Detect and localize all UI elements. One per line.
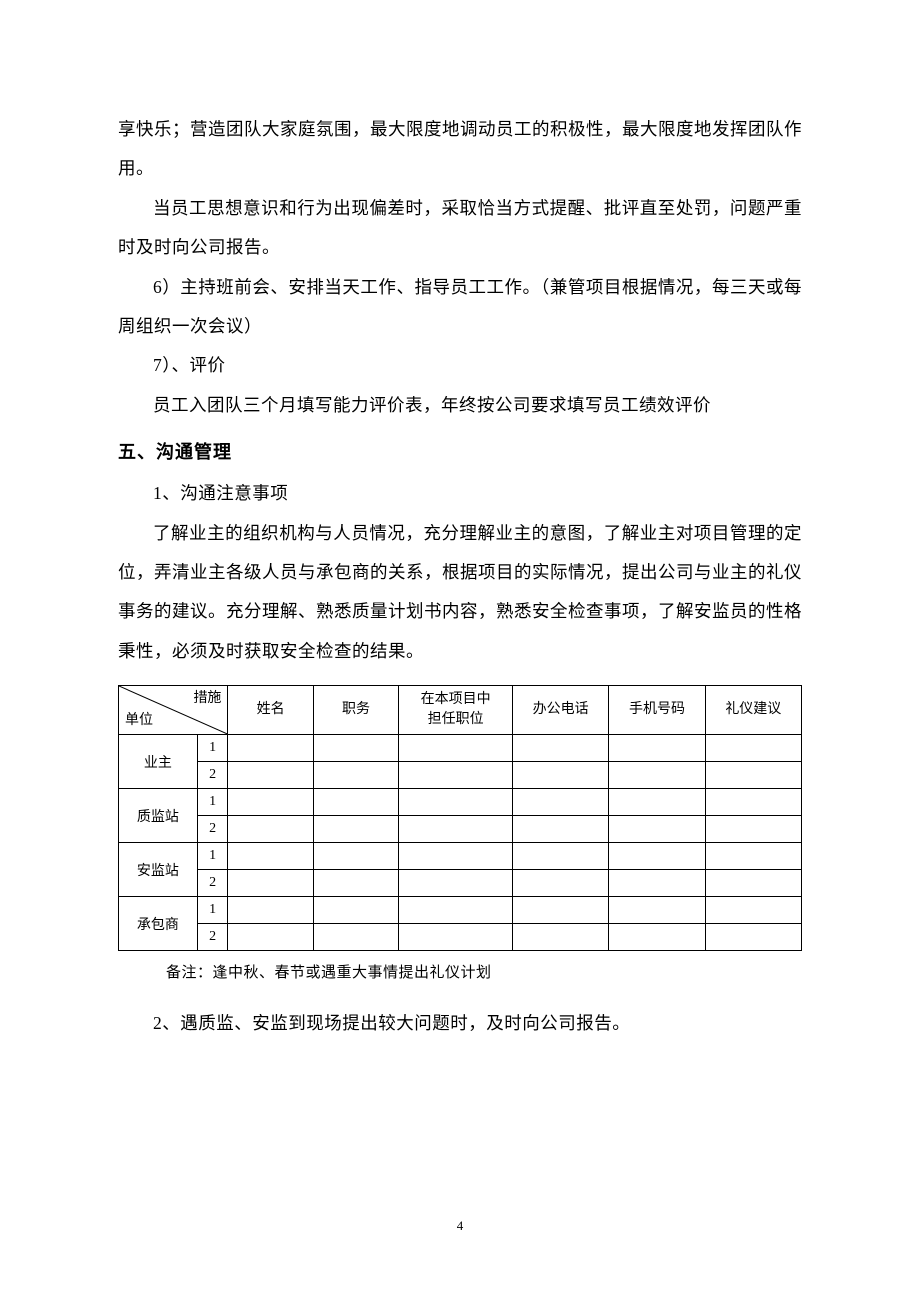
- cell: [705, 735, 801, 762]
- communication-table: 措施 单位 姓名 职务 在本项目中 担任职位 办公电话 手机号码 礼仪建议 业主…: [118, 685, 802, 951]
- table-header-row: 措施 单位 姓名 职务 在本项目中 担任职位 办公电话 手机号码 礼仪建议: [119, 686, 802, 735]
- table-row: 质监站 1: [119, 789, 802, 816]
- col-header-office-phone: 办公电话: [513, 686, 609, 735]
- cell: [313, 816, 398, 843]
- cell: [228, 735, 313, 762]
- cell: [228, 843, 313, 870]
- table-note: 备注：逢中秋、春节或遇重大事情提出礼仪计划: [118, 957, 802, 990]
- cell: [609, 924, 705, 951]
- cell: [228, 762, 313, 789]
- cell: [609, 843, 705, 870]
- paragraph-4: 7）、评价: [118, 346, 802, 385]
- row-index: 2: [197, 816, 228, 843]
- cell: [609, 762, 705, 789]
- cell: [228, 924, 313, 951]
- cell: [228, 816, 313, 843]
- cell: [705, 897, 801, 924]
- paragraph-3: 6）主持班前会、安排当天工作、指导员工工作。（兼管项目根据情况，每三天或每周组织…: [118, 268, 802, 347]
- row-index: 1: [197, 735, 228, 762]
- cell: [705, 789, 801, 816]
- row-index: 1: [197, 897, 228, 924]
- cell: [513, 789, 609, 816]
- cell: [399, 762, 513, 789]
- cell: [399, 870, 513, 897]
- diag-label-bottom: 单位: [125, 711, 153, 731]
- table-row: 安监站 1: [119, 843, 802, 870]
- cell: [609, 870, 705, 897]
- row-index: 2: [197, 924, 228, 951]
- col-header-courtesy: 礼仪建议: [705, 686, 801, 735]
- cell: [399, 924, 513, 951]
- cell: [313, 897, 398, 924]
- cell: [705, 816, 801, 843]
- page-number: 4: [0, 1218, 920, 1234]
- cell: [513, 897, 609, 924]
- cell: [399, 816, 513, 843]
- cell: [609, 789, 705, 816]
- paragraph-5: 员工入团队三个月填写能力评价表，年终按公司要求填写员工绩效评价: [118, 386, 802, 425]
- cell: [705, 843, 801, 870]
- table-row: 2: [119, 762, 802, 789]
- section-5-item-1-title: 1、沟通注意事项: [118, 474, 802, 513]
- unit-safety: 安监站: [119, 843, 198, 897]
- cell: [513, 735, 609, 762]
- cell: [705, 924, 801, 951]
- unit-owner: 业主: [119, 735, 198, 789]
- col-header-project-role: 在本项目中 担任职位: [399, 686, 513, 735]
- unit-quality: 质监站: [119, 789, 198, 843]
- cell: [399, 789, 513, 816]
- col-header-mobile: 手机号码: [609, 686, 705, 735]
- unit-contractor: 承包商: [119, 897, 198, 951]
- header-diagonal-cell: 措施 单位: [119, 686, 228, 735]
- row-index: 2: [197, 762, 228, 789]
- section-5-item-1-body: 了解业主的组织机构与人员情况，充分理解业主的意图，了解业主对项目管理的定位，弄清…: [118, 514, 802, 672]
- cell: [513, 870, 609, 897]
- col-header-project-role-l1: 在本项目中: [421, 692, 491, 707]
- cell: [313, 924, 398, 951]
- table-row: 2: [119, 870, 802, 897]
- table-row: 2: [119, 924, 802, 951]
- cell: [513, 924, 609, 951]
- cell: [705, 870, 801, 897]
- row-index: 1: [197, 843, 228, 870]
- cell: [313, 843, 398, 870]
- cell: [313, 789, 398, 816]
- cell: [313, 870, 398, 897]
- cell: [228, 897, 313, 924]
- cell: [609, 816, 705, 843]
- paragraph-2: 当员工思想意识和行为出现偏差时，采取恰当方式提醒、批评直至处罚，问题严重时及时向…: [118, 189, 802, 268]
- row-index: 2: [197, 870, 228, 897]
- cell: [228, 870, 313, 897]
- row-index: 1: [197, 789, 228, 816]
- col-header-position: 职务: [313, 686, 398, 735]
- table-row: 2: [119, 816, 802, 843]
- cell: [513, 762, 609, 789]
- table-row: 业主 1: [119, 735, 802, 762]
- cell: [705, 762, 801, 789]
- cell: [513, 843, 609, 870]
- cell: [313, 762, 398, 789]
- cell: [228, 789, 313, 816]
- cell: [609, 735, 705, 762]
- section-5-heading: 五、沟通管理: [118, 431, 802, 474]
- cell: [399, 843, 513, 870]
- col-header-project-role-l2: 担任职位: [428, 712, 484, 727]
- section-5-item-2: 2、遇质监、安监到现场提出较大问题时，及时向公司报告。: [118, 1004, 802, 1043]
- cell: [399, 897, 513, 924]
- cell: [399, 735, 513, 762]
- cell: [313, 735, 398, 762]
- page-container: 享快乐；营造团队大家庭氛围，最大限度地调动员工的积极性，最大限度地发挥团队作用。…: [0, 0, 920, 1302]
- cell: [513, 816, 609, 843]
- cell: [609, 897, 705, 924]
- col-header-name: 姓名: [228, 686, 313, 735]
- paragraph-1: 享快乐；营造团队大家庭氛围，最大限度地调动员工的积极性，最大限度地发挥团队作用。: [118, 110, 802, 189]
- table-row: 承包商 1: [119, 897, 802, 924]
- diag-label-top: 措施: [193, 689, 221, 709]
